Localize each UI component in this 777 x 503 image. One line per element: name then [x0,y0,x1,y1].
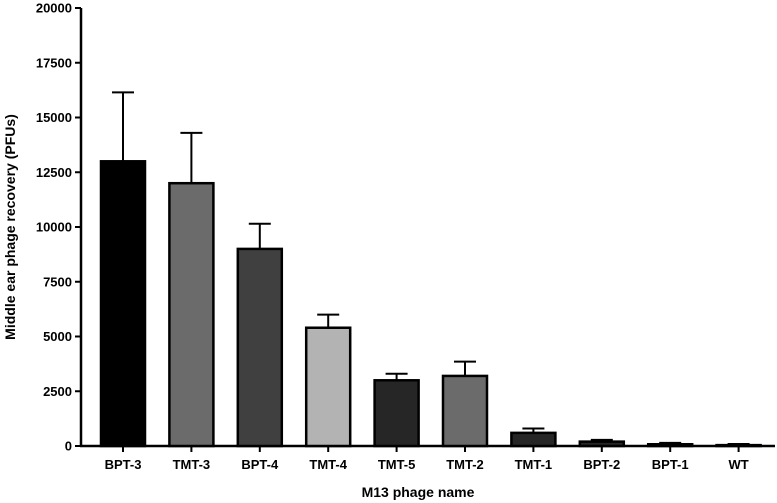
x-tick-label: TMT-4 [309,457,347,472]
y-axis-title: Middle ear phage recovery (PFUs) [2,114,18,340]
y-tick-label: 20000 [36,1,72,16]
x-tick-label: TMT-5 [378,457,416,472]
error-bars [112,91,750,446]
bar-bpt-4 [236,247,284,448]
y-tick-label: 0 [65,439,72,454]
x-tick-label: WT [728,457,748,472]
y-tick-label: 7500 [43,274,72,289]
bar-tmt-3 [168,181,215,448]
y-tick-label: 12500 [36,165,72,180]
x-tick-label: TMT-1 [515,457,553,472]
x-tick-label: TMT-2 [446,457,484,472]
bar-tmt-5 [373,379,420,448]
bar-bpt-2 [578,440,626,448]
x-tick-label: TMT-3 [173,457,211,472]
y-tick-label: 5000 [43,329,72,344]
bar-wt [715,443,762,448]
bar-tmt-4 [304,326,352,448]
bar-bpt-3 [99,160,147,448]
x-tick-label: BPT-4 [241,457,279,472]
y-tick-label: 15000 [36,110,72,125]
x-axis-title: M13 phage name [362,484,475,500]
x-axis: BPT-3 TMT-3 BPT-4 TMT-4 TMT-5 TMT-2 TMT-1 BPT-2… [80,444,775,472]
bars [99,160,762,448]
bar-tmt-2 [441,374,489,448]
x-tick-label: BPT-1 [652,457,689,472]
bar-bpt-1 [646,442,694,448]
y-tick-label: 17500 [36,55,72,70]
y-axis: 0 2500 5000 7500 10000 12500 15000 17500 20000 [36,1,83,454]
x-tick-label: BPT-2 [583,457,620,472]
y-tick-label: 10000 [36,220,72,235]
x-tick-label: BPT-3 [105,457,142,472]
y-tick-label: 2500 [43,384,72,399]
bar-tmt-1 [510,431,557,448]
